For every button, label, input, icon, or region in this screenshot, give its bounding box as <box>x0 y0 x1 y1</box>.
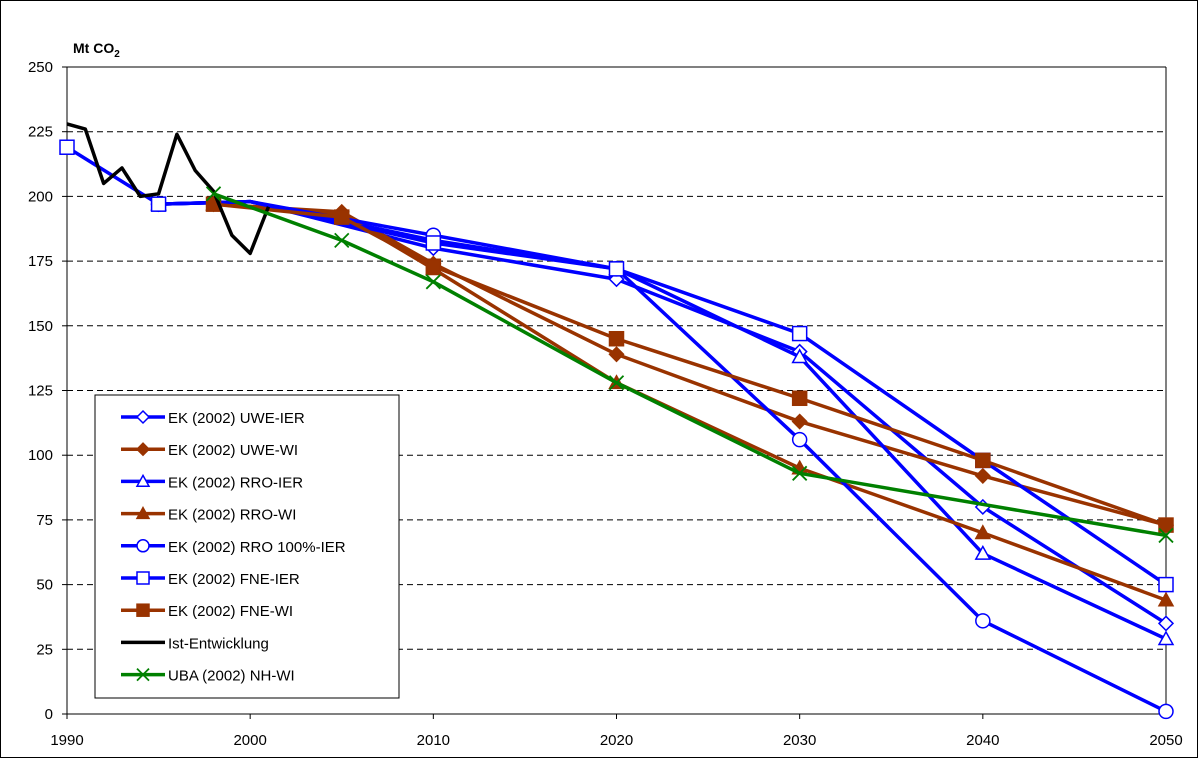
data-point <box>1157 591 1175 607</box>
legend-label: EK (2002) FNE-WI <box>168 603 293 620</box>
y-tick-label: 225 <box>28 124 53 141</box>
y-tick-labels: 0 25 50 75 100 125 150 175 200 225 250 <box>28 59 53 723</box>
legend-item: EK (2002) UWE-WI <box>121 442 298 459</box>
x-tick-labels: 1990 2000 2010 2020 2030 2040 2050 <box>50 732 1182 749</box>
x-tick-label: 1990 <box>50 732 83 749</box>
data-point <box>150 196 167 212</box>
data-point <box>974 524 992 540</box>
y-tick-label: 175 <box>28 253 53 270</box>
legend-item: UBA (2002) NH-WI <box>121 668 295 685</box>
legend-label: EK (2002) RRO-IER <box>168 474 303 491</box>
x-tick-label: 2050 <box>1149 732 1182 749</box>
x-tick-label: 2010 <box>417 732 450 749</box>
legend-item: EK (2002) RRO 100%-IER <box>121 539 346 556</box>
legend-item: EK (2002) FNE-IER <box>121 571 300 588</box>
data-point <box>975 452 991 469</box>
y-tick-label: 75 <box>36 512 53 529</box>
y-axis-label-subscript: 2 <box>114 49 120 60</box>
data-point <box>1157 630 1175 646</box>
y-axis-label-text: Mt CO <box>73 40 114 56</box>
data-point <box>205 186 222 202</box>
legend-item: EK (2002) FNE-WI <box>121 603 293 620</box>
data-point <box>1158 576 1174 593</box>
y-tick-label: 125 <box>28 383 53 400</box>
y-tick-label: 100 <box>28 447 53 464</box>
data-point <box>608 261 625 277</box>
series-uba-2002-nh-wi <box>205 186 1174 544</box>
legend-label: EK (2002) UWE-IER <box>168 410 305 427</box>
data-point <box>791 325 808 342</box>
data-point <box>608 346 625 363</box>
data-point <box>974 544 992 560</box>
legend-label: EK (2002) RRO-WI <box>168 507 296 524</box>
data-point <box>1158 517 1174 533</box>
x-tick-label: 2000 <box>233 732 266 749</box>
data-point <box>792 465 808 481</box>
data-point <box>334 232 350 249</box>
series-ist-entwicklung <box>66 122 271 256</box>
data-point <box>135 442 151 457</box>
legend-item: Ist-Entwicklung <box>121 635 269 652</box>
data-point <box>135 506 151 520</box>
series-ek-2002-fne-wi <box>205 196 1174 533</box>
series-line <box>66 122 271 256</box>
series-line <box>212 192 1167 538</box>
legend-label: Ist-Entwicklung <box>168 635 269 652</box>
x-tick-label: 2030 <box>783 732 816 749</box>
y-tick-label: 50 <box>36 577 53 594</box>
data-point <box>136 667 150 682</box>
data-point <box>136 603 150 617</box>
data-point <box>425 258 442 275</box>
data-point <box>334 209 350 225</box>
data-point <box>425 235 442 251</box>
data-point <box>974 467 991 484</box>
legend-label: EK (2002) FNE-IER <box>168 571 300 588</box>
legend-label: EK (2002) RRO 100%-IER <box>168 539 346 556</box>
y-tick-label: 150 <box>28 318 53 335</box>
legend-item: EK (2002) RRO-WI <box>121 506 296 524</box>
y-tick-label: 0 <box>45 706 53 723</box>
data-point <box>136 539 150 553</box>
y-tick-label: 250 <box>28 59 53 76</box>
data-point <box>425 274 441 290</box>
data-point <box>135 409 151 425</box>
series-lines <box>59 122 1175 720</box>
data-point <box>136 571 150 585</box>
data-point <box>1158 703 1174 720</box>
y-tick-label: 200 <box>28 188 53 205</box>
y-axis-label: Mt CO2 <box>73 40 120 60</box>
legend-label: UBA (2002) NH-WI <box>168 668 295 685</box>
legend-item: EK (2002) RRO-IER <box>121 473 303 491</box>
data-point <box>791 348 808 364</box>
x-tick-label: 2020 <box>600 732 633 749</box>
series-ek-2002-fne-ier <box>59 139 1174 593</box>
x-tick-label: 2040 <box>966 732 999 749</box>
y-tick-label: 25 <box>36 641 53 658</box>
data-point <box>608 375 625 391</box>
legend: EK (2002) UWE-IER EK (2002) UWE-WI EK (200… <box>94 394 400 699</box>
series-line <box>66 145 1167 587</box>
data-point <box>791 413 808 430</box>
data-point <box>791 431 808 448</box>
legend-label: EK (2002) UWE-WI <box>168 442 298 459</box>
data-point <box>59 139 75 155</box>
data-point <box>975 613 991 629</box>
data-point <box>135 473 151 487</box>
data-point <box>1158 527 1174 544</box>
data-point <box>608 330 625 347</box>
data-point <box>791 390 808 407</box>
legend-item: EK (2002) UWE-IER <box>121 409 305 427</box>
